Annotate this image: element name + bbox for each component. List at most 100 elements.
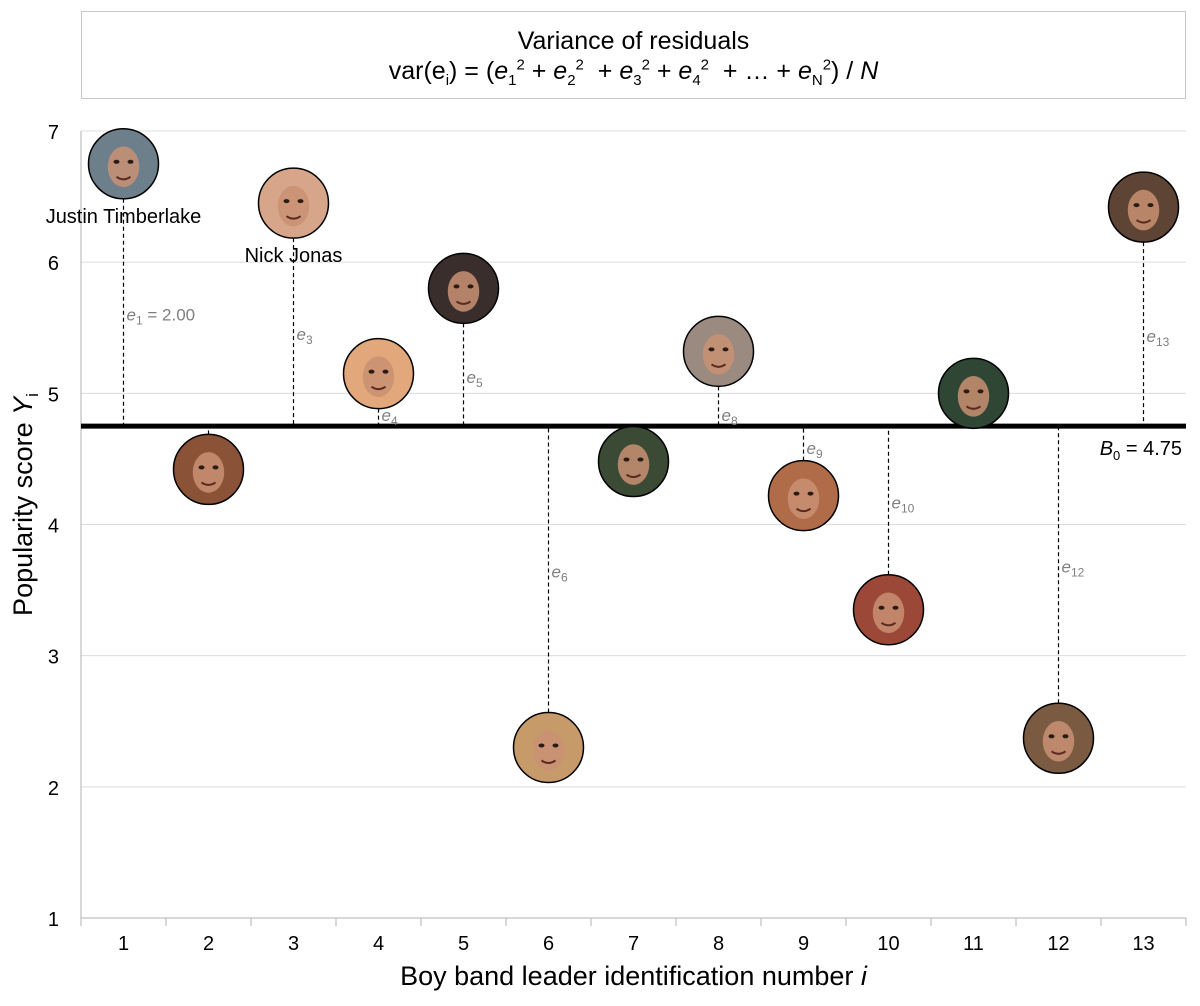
- face-mouth: [1135, 219, 1152, 224]
- x-tick-label-4: 4: [373, 933, 384, 955]
- face-mouth: [540, 759, 557, 764]
- face-eye: [283, 199, 290, 204]
- residual-label-e1: e1 = 2.00: [127, 305, 196, 327]
- data-point-5: [427, 252, 500, 325]
- face-eye: [793, 491, 800, 496]
- x-tick-label-3: 3: [288, 933, 299, 955]
- face-mouth: [1050, 750, 1067, 755]
- data-points: [87, 128, 1180, 784]
- face-eye: [1062, 734, 1069, 739]
- data-point-4: [342, 337, 415, 410]
- data-point-3: [257, 167, 330, 239]
- y-tick-label-3: 3: [48, 647, 59, 669]
- residual-label-e10: e10: [892, 493, 915, 515]
- y-tick-label-2: 2: [48, 778, 59, 800]
- residual-label-e8: e8: [722, 406, 738, 428]
- data-point-10: [852, 574, 925, 646]
- data-point-8: [682, 315, 755, 388]
- x-tick-label-11: 11: [963, 933, 984, 955]
- face-eye: [297, 199, 304, 204]
- face-shape: [107, 146, 140, 188]
- grid-lines: [81, 130, 1186, 788]
- face-eye: [892, 605, 899, 610]
- y-tick-label-5: 5: [48, 384, 59, 406]
- x-tick-label-2: 2: [203, 933, 214, 955]
- data-point-12: [1022, 702, 1095, 775]
- labels: e1 = 2.00 e3 e4 e5 e6 e8 e9 e10 e12 e13 Justin Tim…: [46, 206, 1170, 585]
- face-shape: [532, 730, 565, 771]
- data-point-2: [172, 433, 245, 506]
- residual-label-e13: e13: [1147, 327, 1170, 349]
- face-eye: [1133, 203, 1140, 208]
- x-tick-label-12: 12: [1047, 933, 1069, 955]
- face-mouth: [965, 405, 982, 410]
- face-shape: [362, 356, 395, 397]
- y-tick-label-4: 4: [48, 516, 59, 538]
- x-tick-label-1: 1: [118, 933, 129, 955]
- face-eye: [467, 284, 474, 289]
- chart-title-box: Variance of residuals var(ei) = (e12 + e…: [81, 11, 1186, 99]
- face-shape: [872, 592, 905, 634]
- x-tick-label-6: 6: [543, 933, 554, 955]
- face-shape: [192, 452, 225, 493]
- face-shape: [957, 376, 990, 417]
- face-eye: [198, 465, 205, 470]
- face-eye: [708, 347, 715, 352]
- x-tick-label-8: 8: [713, 933, 724, 955]
- y-tick-label-6: 6: [48, 253, 59, 275]
- face-eye: [977, 389, 984, 394]
- residual-label-e3: e3: [297, 325, 313, 347]
- face-eye: [538, 743, 545, 748]
- data-point-9: [767, 459, 840, 532]
- data-point-7: [597, 425, 670, 498]
- face-mouth: [370, 385, 387, 391]
- x-tick-label-10: 10: [877, 933, 899, 955]
- residual-label-e6: e6: [552, 562, 568, 584]
- face-shape: [277, 185, 310, 227]
- face-eye: [368, 369, 375, 374]
- y-tick-label-1: 1: [48, 909, 59, 931]
- x-tick-label-9: 9: [798, 933, 809, 955]
- x-axis-title: Boy band leader identification number i: [400, 961, 868, 991]
- face-eye: [113, 159, 120, 164]
- face-eye: [453, 284, 460, 289]
- face-mouth: [115, 175, 132, 181]
- y-tick-label-7: 7: [48, 122, 59, 144]
- face-eye: [1147, 203, 1154, 208]
- face-mouth: [795, 507, 812, 513]
- face-shape: [1127, 189, 1160, 231]
- face-shape: [617, 444, 650, 485]
- face-eye: [807, 491, 814, 496]
- face-eye: [963, 389, 970, 394]
- face-shape: [447, 271, 480, 312]
- face-shape: [787, 478, 820, 519]
- face-shape: [1042, 721, 1075, 762]
- face-mouth: [880, 621, 897, 627]
- face-eye: [1048, 734, 1055, 739]
- face-shape: [702, 334, 735, 375]
- data-point-13: [1107, 171, 1180, 243]
- face-eye: [382, 369, 389, 374]
- face-eye: [722, 347, 729, 352]
- data-point-11: [937, 357, 1010, 430]
- data-point-1: [87, 128, 160, 200]
- face-mouth: [285, 215, 302, 220]
- annotation-3: Nick Jonas: [245, 245, 343, 267]
- residual-label-e4: e4: [382, 406, 398, 428]
- x-tick-label-13: 13: [1132, 933, 1154, 955]
- face-eye: [623, 457, 630, 462]
- face-eye: [212, 465, 219, 470]
- variance-formula: var(ei) = (e12 + e22 + e32 + e42 + … + e…: [388, 56, 879, 89]
- face-eye: [127, 159, 134, 164]
- residual-label-e12: e12: [1062, 558, 1085, 580]
- face-eye: [637, 457, 644, 462]
- face-mouth: [200, 481, 217, 486]
- face-eye: [878, 605, 885, 610]
- face-mouth: [625, 473, 642, 479]
- face-mouth: [455, 300, 472, 305]
- residual-label-e5: e5: [467, 368, 483, 390]
- baseline-label: B0 = 4.75: [1100, 438, 1182, 463]
- chart-title: Variance of residuals: [517, 27, 750, 55]
- residual-label-e9: e9: [807, 439, 823, 461]
